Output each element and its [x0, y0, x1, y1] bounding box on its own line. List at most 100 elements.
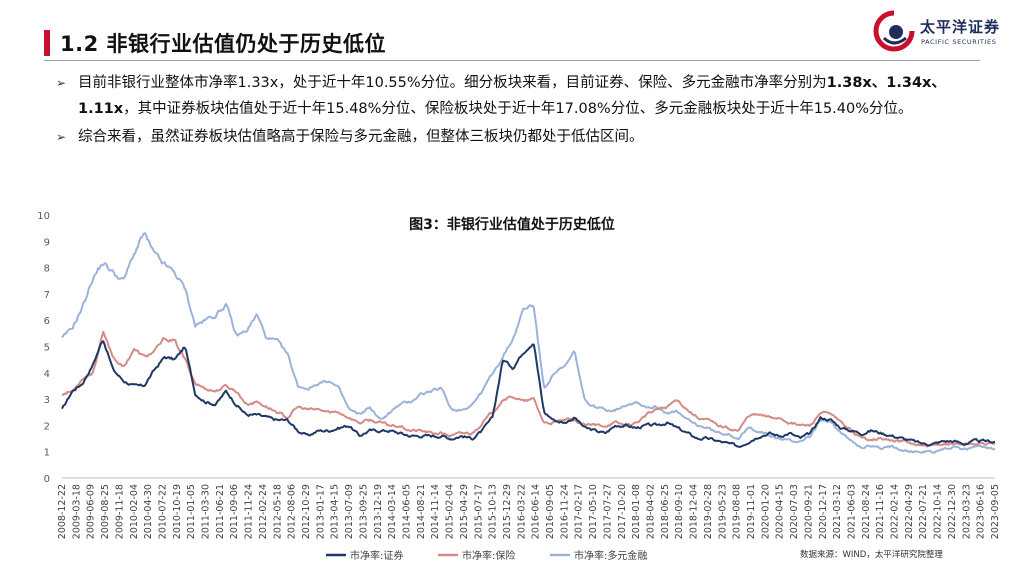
x-tick-label: 2015-02-04 [445, 484, 456, 539]
y-tick-label: 6 [44, 316, 50, 327]
x-tick-label: 2016-06-14 [531, 484, 542, 539]
source-note: 数据来源：WIND，太平洋研究院整理 [800, 550, 943, 560]
bullet-arrow-icon: ➢ [56, 130, 67, 144]
page-title: 1.2 非银行业估值仍处于历史低位 [60, 32, 387, 56]
x-tick-label: 2014-11-14 [430, 484, 441, 539]
x-tick-label: 2012-02-24 [258, 484, 269, 539]
x-tick-label: 2023-09-05 [990, 484, 1001, 539]
x-tick-label: 2010-02-04 [129, 484, 140, 539]
x-tick-label: 2014-03-14 [387, 484, 398, 539]
title-divider [44, 60, 980, 61]
x-tick-label: 2021-06-03 [846, 484, 857, 539]
y-tick-label: 3 [44, 395, 50, 406]
y-tick-label: 2 [44, 421, 50, 432]
x-tick-label: 2012-08-06 [287, 484, 298, 539]
x-tick-label: 2020-09-21 [803, 484, 814, 539]
x-tick-label: 2017-10-20 [617, 484, 628, 539]
x-tick-label: 2019-02-28 [703, 484, 714, 539]
x-tick-label: 2022-02-14 [890, 484, 901, 539]
x-tick-label: 2017-02-17 [574, 484, 585, 539]
x-tick-label: 2014-08-21 [416, 484, 427, 539]
x-tick-label: 2017-05-10 [588, 484, 599, 539]
bullet-text: 目前非银行业整体市净率1.33x，处于近十年10.55%分位。细分板块来看，目前… [78, 75, 827, 91]
bullet-text: 综合来看，虽然证券板块估值略高于保险与多元金融，但整体三板块仍都处于低估区间。 [78, 129, 644, 145]
x-tick-label: 2011-03-30 [201, 484, 212, 539]
x-tick-label: 2018-09-10 [674, 484, 685, 539]
x-tick-label: 2010-04-30 [143, 484, 154, 539]
company-logo: 太平洋证券 PACIFIC SECURITIES [872, 8, 1012, 54]
x-tick-label: 2022-04-29 [904, 484, 915, 539]
x-tick-label: 2013-09-25 [358, 484, 369, 539]
x-tick-label: 2011-06-21 [215, 484, 226, 539]
x-tick-label: 2013-07-09 [344, 484, 355, 539]
logo-chinese-name: 太平洋证券 [920, 18, 1001, 36]
bullet-text: ，其中证券板块估值处于近十年15.48%分位、保险板块处于近十年17.08%分位… [123, 101, 913, 117]
x-tick-label: 2011-11-24 [244, 484, 255, 539]
y-tick-label: 10 [37, 211, 50, 222]
x-tick-label: 2009-11-18 [114, 484, 125, 539]
legend-label: 市净率:证券 [350, 549, 403, 562]
x-tick-label: 2013-01-17 [315, 484, 326, 539]
bullet-arrow-icon: ➢ [56, 76, 67, 90]
x-tick-label: 2021-11-16 [875, 484, 886, 539]
x-tick-label: 2016-03-22 [516, 484, 527, 539]
x-tick-label: 2011-09-06 [229, 484, 240, 539]
x-tick-label: 2020-04-15 [775, 484, 786, 539]
y-tick-label: 8 [44, 264, 50, 275]
x-tick-label: 2013-12-19 [373, 484, 384, 539]
series-line [61, 330, 996, 448]
x-tick-label: 2021-08-24 [861, 484, 872, 539]
x-tick-label: 2008-12-22 [57, 484, 68, 539]
x-tick-label: 2009-03-18 [71, 484, 82, 539]
x-tick-label: 2023-06-16 [976, 484, 987, 539]
x-tick-label: 2020-07-03 [789, 484, 800, 539]
x-tick-label: 2022-10-14 [933, 484, 944, 539]
legend-label: 市净率:保险 [462, 549, 515, 562]
x-tick-label: 2018-06-25 [660, 484, 671, 539]
x-tick-label: 2019-05-23 [717, 484, 728, 539]
logo-english-name: PACIFIC SECURITIES [921, 38, 997, 46]
x-tick-label: 2014-06-05 [401, 484, 412, 539]
x-tick-label: 2021-03-12 [832, 484, 843, 539]
x-tick-label: 2022-12-30 [947, 484, 958, 539]
x-tick-label: 2016-11-24 [559, 484, 570, 539]
x-tick-label: 2010-07-22 [157, 484, 168, 539]
bullet-point: ➢ 目前非银行业整体市净率1.33x，处于近十年10.55%分位。细分板块来看，目… [56, 70, 966, 122]
logo-mark-icon [873, 10, 915, 52]
x-tick-label: 2015-04-29 [459, 484, 470, 539]
title-accent-bar [44, 30, 50, 56]
x-tick-label: 2018-04-02 [646, 484, 657, 539]
x-tick-label: 2010-10-19 [172, 484, 183, 539]
y-tick-label: 1 [44, 448, 50, 459]
y-tick-label: 9 [44, 237, 50, 248]
series-line [61, 340, 996, 448]
x-tick-label: 2017-07-27 [602, 484, 613, 539]
series-line [61, 232, 996, 454]
bullet-point: ➢ 综合来看，虽然证券板块估值略高于保险与多元金融，但整体三板块仍都处于低估区间。 [56, 124, 966, 150]
x-tick-label: 2018-01-08 [631, 484, 642, 539]
x-tick-label: 2009-06-09 [86, 484, 97, 539]
x-tick-label: 2012-05-18 [272, 484, 283, 539]
y-tick-label: 0 [44, 474, 50, 485]
x-tick-label: 2019-11-01 [746, 484, 757, 539]
legend-label: 市净率:多元金融 [574, 549, 647, 562]
x-tick-label: 2009-08-25 [100, 484, 111, 539]
x-tick-label: 2011-01-05 [186, 484, 197, 539]
bullet-list: ➢ 目前非银行业整体市净率1.33x，处于近十年10.55%分位。细分板块来看，目… [56, 70, 966, 150]
x-tick-label: 2015-12-29 [502, 484, 513, 539]
y-tick-label: 4 [44, 369, 50, 380]
y-tick-label: 7 [44, 290, 50, 301]
x-tick-label: 2013-04-15 [330, 484, 341, 539]
x-tick-label: 2016-09-05 [545, 484, 556, 539]
x-tick-label: 2018-12-04 [689, 484, 700, 539]
x-tick-label: 2023-03-23 [961, 484, 972, 539]
y-tick-label: 5 [44, 343, 50, 354]
chart-title: 图3：非银行业估值处于历史低位 [409, 216, 615, 233]
x-tick-label: 2020-01-20 [760, 484, 771, 539]
title-bar: 1.2 非银行业估值仍处于历史低位 太平洋证券 PACIFIC SECURITI… [0, 0, 1024, 62]
bullet-bold-text: 1.38x、1.34x、1.11x [78, 75, 946, 117]
x-tick-label: 2012-10-29 [301, 484, 312, 539]
x-tick-label: 2019-08-08 [732, 484, 743, 539]
x-tick-label: 2015-10-13 [488, 484, 499, 539]
